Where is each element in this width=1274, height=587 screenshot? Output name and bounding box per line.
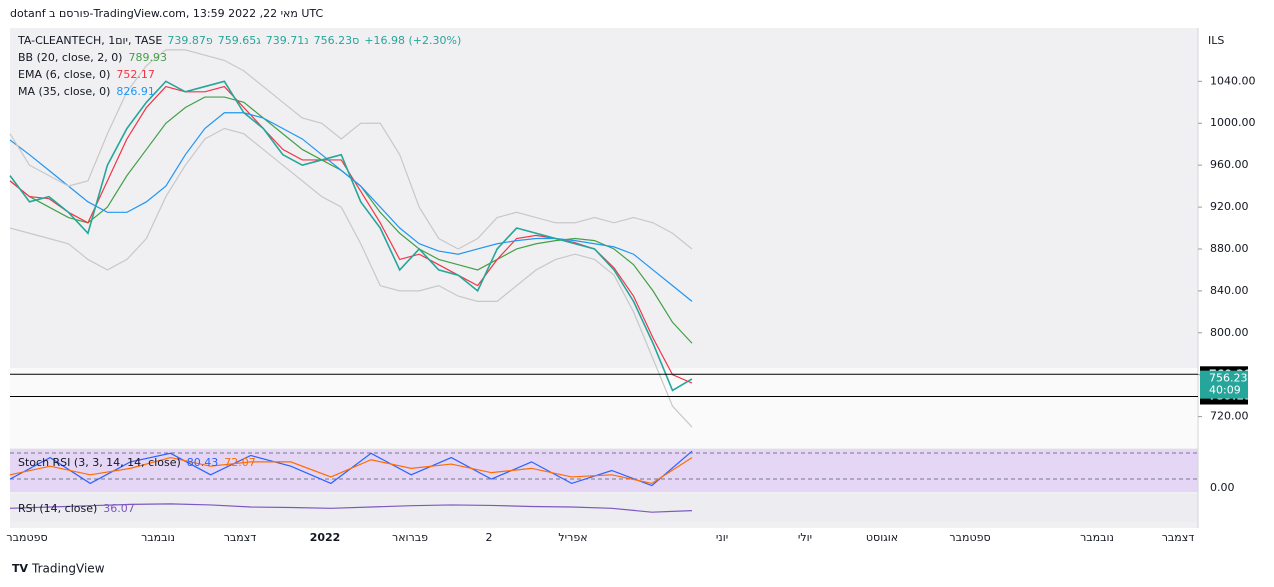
last-price-tag: [1200, 370, 1248, 399]
rsi-value: 36.07: [103, 502, 135, 515]
header-item: TA-CLEANTECH, 1יום, TASE: [17, 34, 162, 47]
countdown: 40:09: [1209, 384, 1241, 397]
series-line: [9, 80, 693, 392]
logo: 𝗧𝗩: [12, 562, 29, 575]
range-bg: [10, 368, 1198, 448]
x-label: ספטמבר: [6, 531, 47, 544]
y-tick-label: 960.00: [1210, 158, 1249, 171]
y-tick-label: 840.00: [1210, 284, 1249, 297]
stoch-tick: 0.00: [1210, 481, 1235, 494]
series-line: [9, 49, 693, 250]
legend-name: EMA (6, close, 0): [18, 68, 110, 81]
x-label: יוני: [716, 531, 728, 544]
y-tick-label: 920.00: [1210, 200, 1249, 213]
series-line: [9, 127, 693, 428]
x-label: נובמבר: [1080, 531, 1114, 544]
series-line: [9, 456, 693, 485]
y-tick-label: 1040.00: [1210, 74, 1256, 87]
header-item: ג759.65: [218, 34, 262, 47]
x-label: נובמבר: [141, 531, 175, 544]
x-label: יולי: [798, 531, 812, 544]
series-line: [9, 85, 693, 384]
legend-name: MA (35, close, 0): [18, 85, 110, 98]
stoch-value: 80.43: [187, 456, 219, 469]
publish-info: dotanf פורסם ב-TradingView.com, מאי 22, …: [10, 7, 323, 20]
stoch-value: 72.07: [224, 456, 256, 469]
x-label: אפריל: [558, 531, 587, 544]
footer: TradingView: [31, 562, 105, 576]
x-label: 2: [486, 531, 493, 544]
rsi-name: RSI (14, close): [18, 502, 97, 515]
header-item: +16.98 (+2.30%): [364, 34, 461, 47]
y-tick-label: 1000.00: [1210, 116, 1256, 129]
currency: ILS: [1208, 34, 1224, 47]
y-tick-label: 800.00: [1210, 326, 1249, 339]
x-label: אוגוסט: [866, 531, 898, 544]
header-item: ס756.23: [314, 34, 360, 47]
legend-value: 789.93: [128, 51, 167, 64]
x-label: דצמבר: [224, 531, 257, 544]
x-label: דצמבר: [1162, 531, 1195, 544]
legend-name: BB (20, close, 2, 0): [18, 51, 122, 64]
x-label: 2022: [310, 531, 341, 544]
series-line: [9, 503, 693, 513]
stoch-name: Stoch RSI (3, 3, 14, 14, close): [18, 456, 181, 469]
legend-value: 826.91: [116, 85, 155, 98]
x-label: פברואר: [392, 531, 428, 544]
y-tick-label: 720.00: [1210, 410, 1249, 423]
last-price: 756.23: [1209, 372, 1248, 385]
header-item: פ739.87: [167, 34, 213, 47]
stoch-pane: [10, 449, 1198, 492]
legend-value: 752.17: [116, 68, 155, 81]
y-tick-label: 880.00: [1210, 242, 1249, 255]
x-label: ספטמבר: [949, 531, 990, 544]
header-item: נ739.71: [266, 34, 309, 47]
